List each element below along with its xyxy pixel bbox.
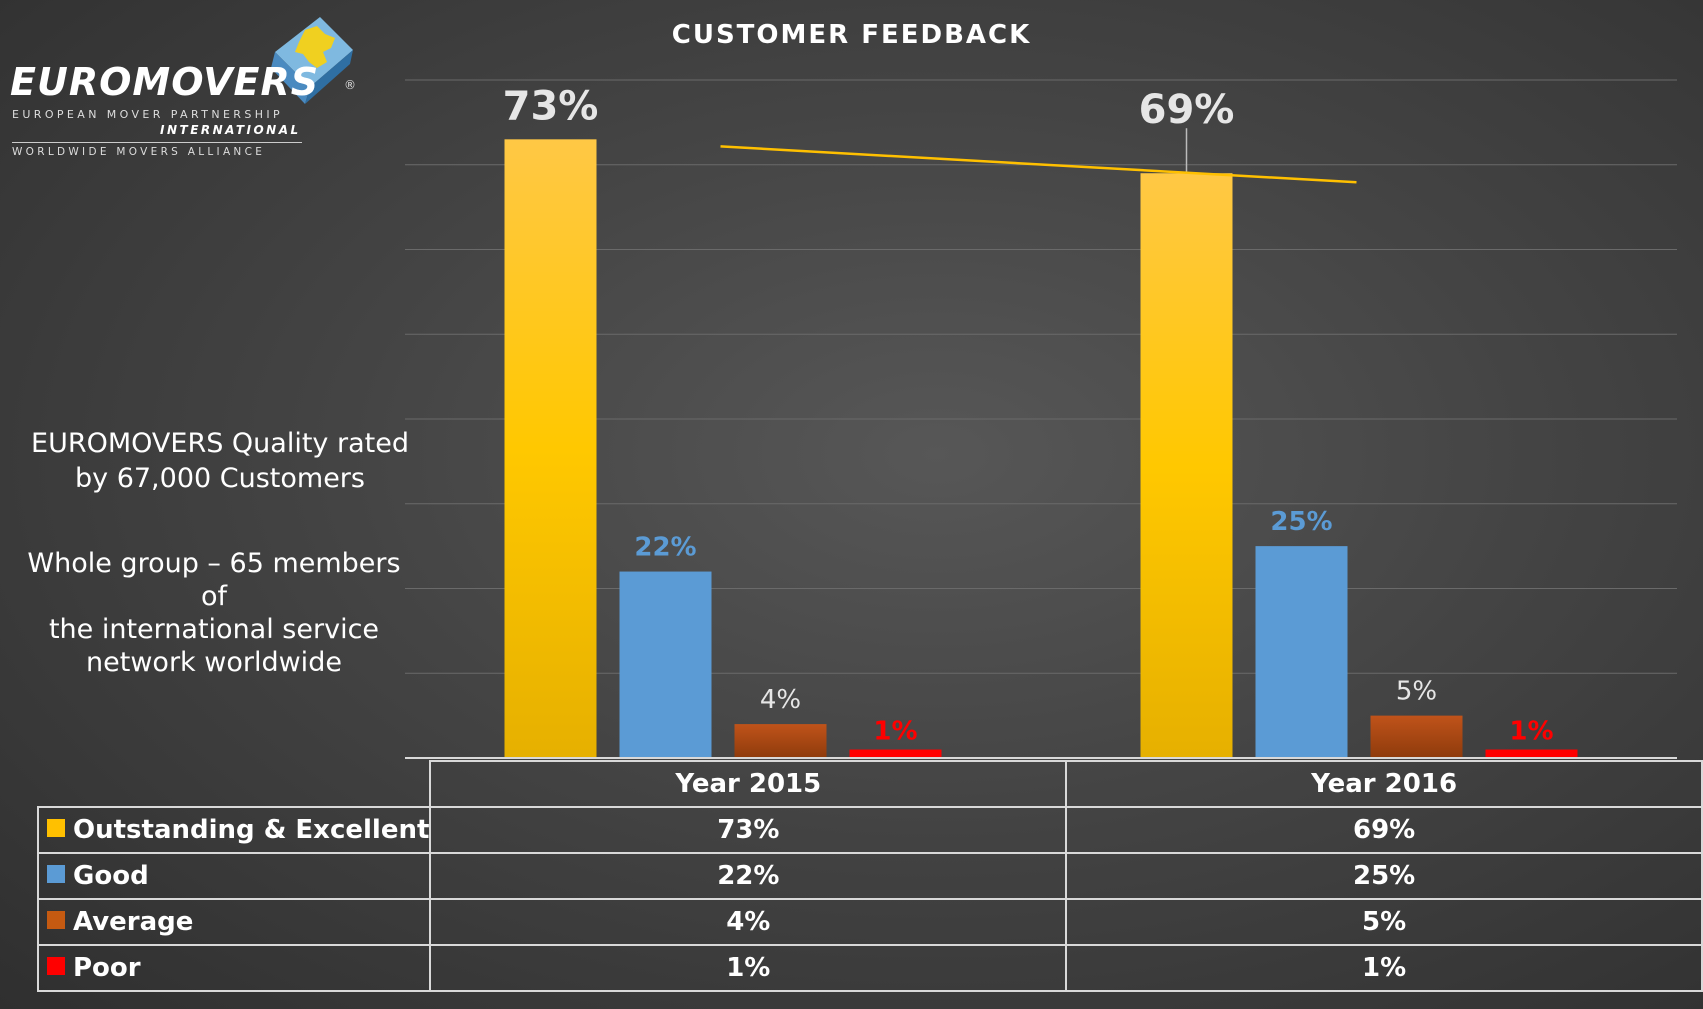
- table-header-2015: Year 2015: [429, 760, 1068, 808]
- quality-rating-note: EUROMOVERS Quality rated by 67,000 Custo…: [20, 426, 420, 496]
- euromovers-logo: EUROMOVERS ® EUROPEAN MOVER PARTNERSHIP …: [10, 12, 356, 158]
- logo-tagline-1: EUROPEAN MOVER PARTNERSHIP: [12, 108, 284, 121]
- bar-good-0: [619, 571, 712, 758]
- row-label-text: Outstanding & Excellent: [73, 815, 430, 845]
- table-cell: 69%: [1065, 806, 1703, 854]
- data-label: 5%: [1396, 677, 1437, 707]
- row-label-text: Poor: [73, 953, 141, 983]
- bar-good-1: [1255, 546, 1348, 758]
- legend-swatch-outstanding: [47, 818, 65, 837]
- table-cell: 1%: [429, 944, 1068, 992]
- table-cell: 73%: [429, 806, 1068, 854]
- table-row: Good 22% 25%: [36, 852, 1703, 900]
- table-cell: 1%: [1065, 944, 1703, 992]
- data-label: 22%: [634, 533, 696, 563]
- group-members-note: Whole group – 65 members of the internat…: [14, 548, 414, 680]
- legend-swatch-poor: [47, 956, 65, 975]
- data-label: 4%: [760, 685, 801, 715]
- logo-tagline-3: WORLDWIDE MOVERS ALLIANCE: [12, 146, 266, 158]
- table-row: Average 4% 5%: [36, 898, 1703, 946]
- row-label-outstanding: Outstanding & Excellent: [36, 806, 432, 854]
- logo-tagline-2: INTERNATIONAL: [160, 123, 301, 137]
- logo-wordmark: EUROMOVERS: [10, 60, 320, 104]
- table-header-2016: Year 2016: [1065, 760, 1703, 808]
- table-row: Outstanding & Excellent 73% 69%: [36, 806, 1703, 854]
- row-label-text: Good: [73, 861, 149, 891]
- data-label: 25%: [1270, 507, 1332, 537]
- table-corner: [38, 761, 430, 807]
- legend-swatch-average: [47, 910, 65, 929]
- data-label: 73%: [503, 83, 599, 129]
- row-label-good: Good: [36, 852, 432, 900]
- table-header-row: Year 2015 Year 2016: [38, 760, 1703, 808]
- legend-swatch-good: [47, 864, 65, 883]
- bar-outstanding-excellent-1: [1140, 173, 1233, 759]
- data-table-grid: Year 2015 Year 2016 Outstanding & Excell…: [36, 760, 1703, 992]
- group-members-line-3: network worldwide: [86, 646, 342, 678]
- chart-title: CUSTOMER FEEDBACK: [671, 20, 1032, 50]
- table-cell: 22%: [429, 852, 1068, 900]
- data-label: 1%: [873, 717, 917, 747]
- row-label-text: Average: [73, 907, 194, 937]
- quality-rating-line-2: by 67,000 Customers: [75, 463, 365, 495]
- table-cell: 4%: [429, 898, 1068, 946]
- bar-average-0: [734, 724, 827, 758]
- table-cell: 5%: [1065, 898, 1703, 946]
- data-table: Year 2015 Year 2016 Outstanding & Excell…: [36, 760, 1703, 992]
- group-members-line-2: the international service: [48, 613, 380, 645]
- row-label-poor: Poor: [36, 944, 432, 992]
- bar-outstanding-excellent-0: [504, 139, 597, 758]
- table-row: Poor 1% 1%: [36, 944, 1703, 992]
- quality-rating-line-1: EUROMOVERS Quality rated: [31, 428, 409, 459]
- trendline: [720, 145, 1357, 184]
- row-label-average: Average: [36, 898, 432, 946]
- bar-poor-1: [1485, 749, 1578, 758]
- group-members-line-1: Whole group – 65 members of: [27, 548, 401, 612]
- data-label: 1%: [1509, 717, 1553, 747]
- data-label: 69%: [1139, 87, 1235, 133]
- registered-mark: ®: [344, 78, 356, 92]
- europe-cube-icon: [271, 17, 353, 104]
- bar-average-1: [1370, 715, 1463, 758]
- logo-divider: [12, 142, 302, 143]
- bar-poor-0: [849, 749, 942, 758]
- table-cell: 25%: [1065, 852, 1703, 900]
